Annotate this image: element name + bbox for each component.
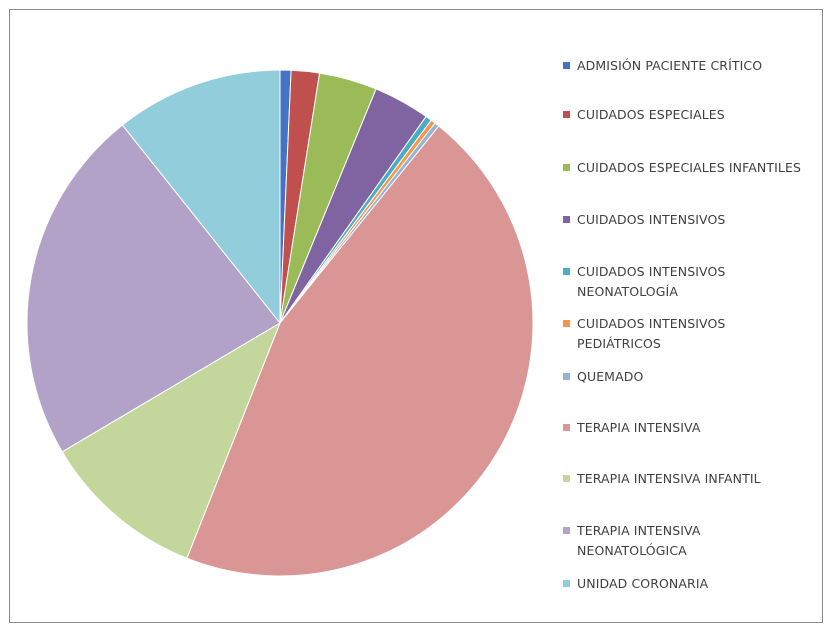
pie-slice-10 [26, 124, 281, 453]
pie-slice-9 [61, 321, 282, 559]
pie-slice-11 [121, 69, 281, 325]
pie-slice-8 [186, 125, 534, 577]
